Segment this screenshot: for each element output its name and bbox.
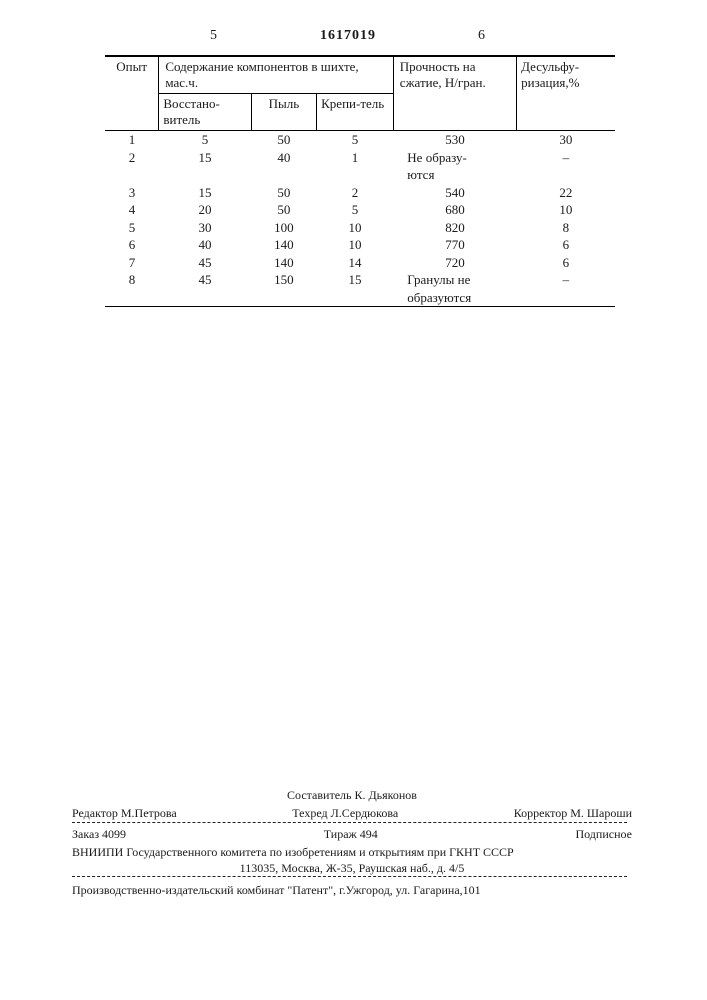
data-table-container: Опыт Содержание компонентов в шихте, мас… [105, 55, 615, 307]
table-cell: 530 [393, 131, 516, 149]
table-cell: 2 [105, 149, 159, 184]
page-number-left: 5 [210, 28, 217, 44]
table-cell: 15 [159, 184, 251, 202]
separator-2 [72, 876, 627, 877]
table-cell: 5 [317, 131, 394, 149]
table-row: 84515015Гранулы необразуются– [105, 271, 615, 307]
table-cell: 7 [105, 254, 159, 272]
table-body: 1550553030215401Не образу-ются–315502540… [105, 131, 615, 307]
subheader-binder: Крепи-тель [317, 94, 394, 131]
table-row: 215401Не образу-ются– [105, 149, 615, 184]
table-cell: 40 [251, 149, 317, 184]
subscription: Подписное [575, 826, 632, 842]
table-cell: 820 [393, 219, 516, 237]
table-cell: 770 [393, 236, 516, 254]
table-cell: 5 [317, 201, 394, 219]
table-cell: Не образу-ются [393, 149, 516, 184]
table-cell: 20 [159, 201, 251, 219]
table-cell: 50 [251, 131, 317, 149]
table-cell: 720 [393, 254, 516, 272]
table-cell: 10 [517, 201, 615, 219]
table-cell: 1 [317, 149, 394, 184]
table-cell: 6 [517, 236, 615, 254]
subheader-reducer: Восстано-витель [159, 94, 251, 131]
table-cell: 14 [317, 254, 394, 272]
table-cell: 5 [159, 131, 251, 149]
table-cell: 45 [159, 254, 251, 272]
table-row: 42050568010 [105, 201, 615, 219]
table-cell: 10 [317, 219, 394, 237]
table-cell: 50 [251, 184, 317, 202]
table-cell: 150 [251, 271, 317, 307]
table-cell: 140 [251, 254, 317, 272]
table-cell: 6 [105, 236, 159, 254]
header-group: Содержание компонентов в шихте, мас.ч. [159, 56, 393, 94]
table-row: 640140107706 [105, 236, 615, 254]
table-cell: – [517, 149, 615, 184]
table-row: 745140147206 [105, 254, 615, 272]
table-cell: Гранулы необразуются [393, 271, 516, 307]
tech-editor: Техред Л.Сердюкова [292, 805, 398, 821]
printer-line: Производственно-издательский комбинат "П… [72, 882, 632, 898]
table-cell: 140 [251, 236, 317, 254]
table-cell: 30 [159, 219, 251, 237]
table-cell: 100 [251, 219, 317, 237]
table-cell: 15 [159, 149, 251, 184]
footer-block: Составитель К. Дьяконов Редактор М.Петро… [72, 787, 632, 821]
table-row: 530100108208 [105, 219, 615, 237]
print-run: Тираж 494 [324, 826, 378, 842]
page-number-right: 6 [478, 28, 485, 44]
data-table: Опыт Содержание компонентов в шихте, мас… [105, 55, 615, 307]
compiler-line: Составитель К. Дьяконов [72, 787, 632, 803]
header-desulf: Десульфу-ризация,% [517, 56, 615, 131]
subheader-dust: Пыль [251, 94, 317, 131]
table-cell: 45 [159, 271, 251, 307]
table-cell: 5 [105, 219, 159, 237]
org-line: ВНИИПИ Государственного комитета по изоб… [72, 844, 632, 860]
table-cell: – [517, 271, 615, 307]
table-cell: 4 [105, 201, 159, 219]
table-cell: 3 [105, 184, 159, 202]
table-cell: 22 [517, 184, 615, 202]
table-cell: 1 [105, 131, 159, 149]
table-cell: 8 [517, 219, 615, 237]
address-line: 113035, Москва, Ж-35, Раушская наб., д. … [72, 860, 632, 876]
corrector: Корректор М. Шароши [514, 805, 632, 821]
table-cell: 540 [393, 184, 516, 202]
table-cell: 2 [317, 184, 394, 202]
table-cell: 10 [317, 236, 394, 254]
table-row: 1550553030 [105, 131, 615, 149]
table-cell: 8 [105, 271, 159, 307]
table-cell: 40 [159, 236, 251, 254]
separator-1 [72, 822, 627, 823]
table-row: 31550254022 [105, 184, 615, 202]
editor: Редактор М.Петрова [72, 805, 177, 821]
table-cell: 680 [393, 201, 516, 219]
table-cell: 6 [517, 254, 615, 272]
document-number: 1617019 [320, 28, 376, 44]
header-strength: Прочность на сжатие, Н/гран. [393, 56, 516, 131]
table-cell: 50 [251, 201, 317, 219]
order-number: Заказ 4099 [72, 826, 126, 842]
header-opyt: Опыт [105, 56, 159, 131]
table-cell: 15 [317, 271, 394, 307]
table-cell: 30 [517, 131, 615, 149]
